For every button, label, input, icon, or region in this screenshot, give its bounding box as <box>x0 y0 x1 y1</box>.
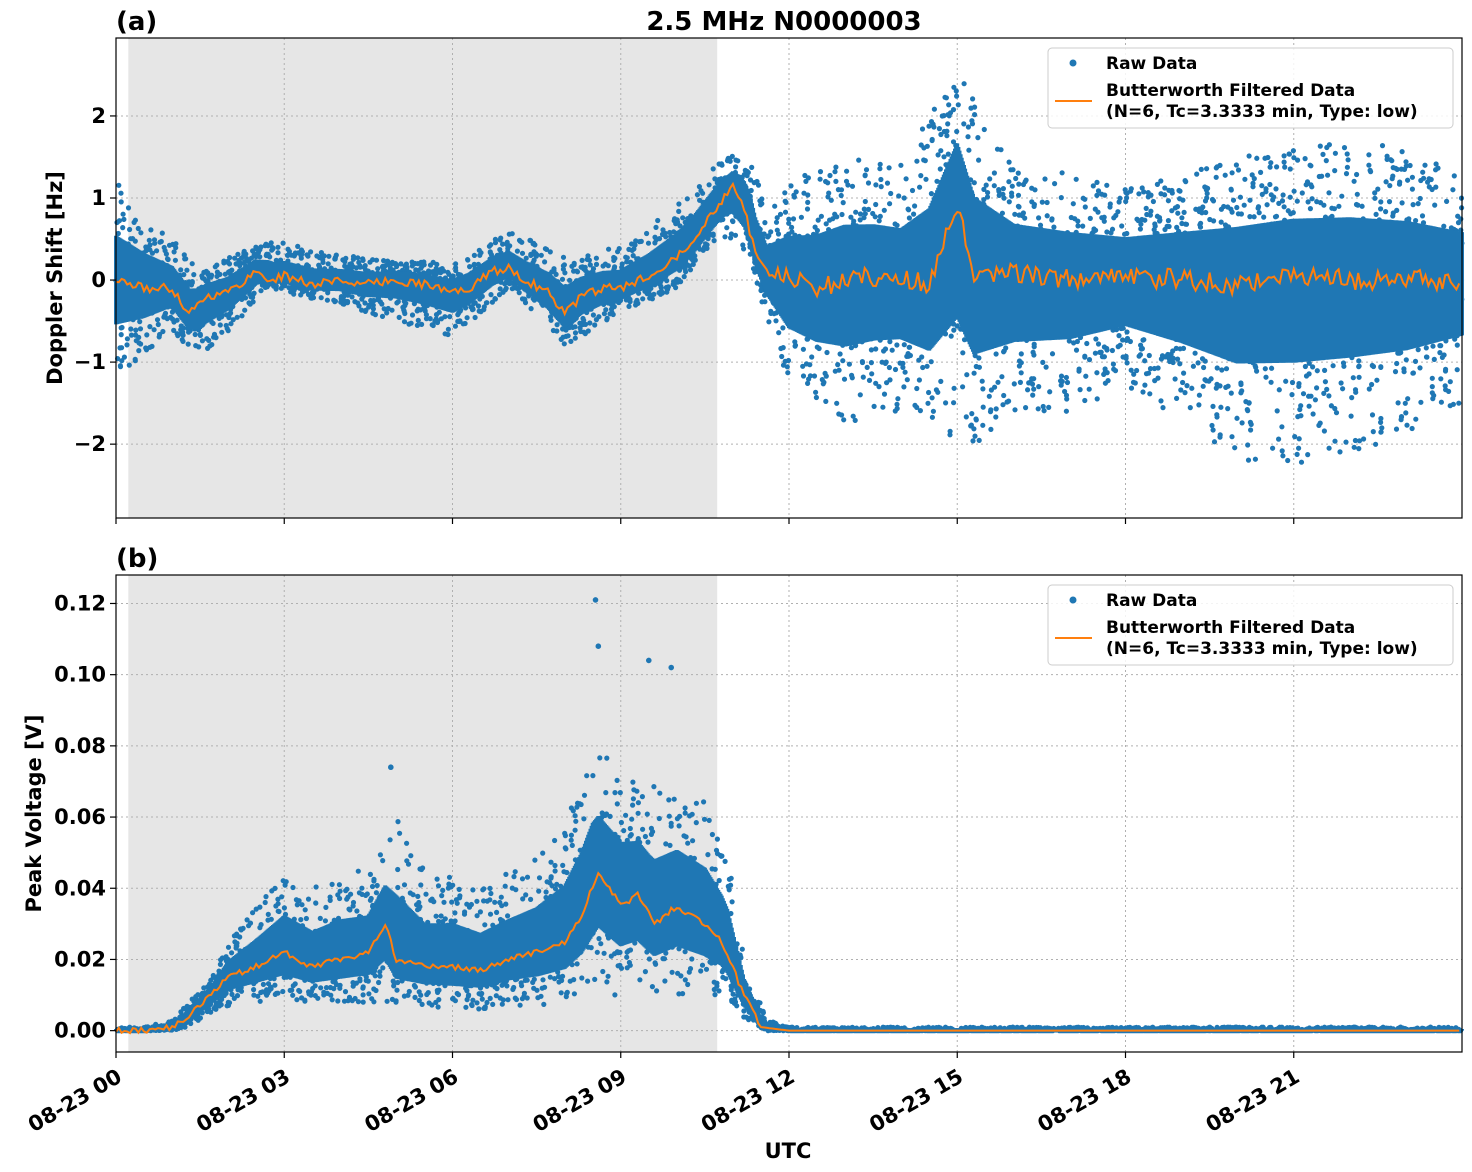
panel-b-filtered-line <box>115 871 1460 1035</box>
x-tick-label: 08-23 00 <box>24 1064 126 1137</box>
x-tick-label: 08-23 15 <box>865 1064 967 1137</box>
raw-data-peak-point <box>592 597 599 603</box>
y-tick-label: 0.10 <box>54 663 106 687</box>
x-tick-label: 08-23 03 <box>192 1064 294 1137</box>
panel-a-legend-filtered-label-2: (N=6, Tc=3.3333 min, Type: low) <box>1106 102 1418 122</box>
panel-a-ylabel: Doppler Shift [Hz] <box>43 171 67 385</box>
y-tick-label: 1 <box>91 186 106 210</box>
panel-a-legend: Raw Data Butterworth Filtered Data (N=6,… <box>1047 47 1454 129</box>
x-tick-label: 08-23 09 <box>529 1064 631 1137</box>
raw-data-peak-point <box>595 643 602 649</box>
panel-b-legend-raw-label: Raw Data <box>1106 591 1197 611</box>
panel-b-legend: Raw Data Butterworth Filtered Data (N=6,… <box>1047 584 1454 666</box>
y-tick-label: −1 <box>74 350 106 374</box>
y-tick-label: 0.00 <box>54 1019 106 1043</box>
y-tick-label: 0.06 <box>54 805 106 829</box>
panel-a-legend-raw-marker <box>1069 59 1077 67</box>
y-tick-label: 0.08 <box>54 734 106 758</box>
raw-data-peak-point <box>388 764 394 771</box>
panel-b-legend-raw-marker <box>1069 596 1077 604</box>
x-tick-label: 08-23 21 <box>1202 1064 1304 1137</box>
x-axis-label: UTC <box>765 1139 812 1163</box>
panel-a: (a) 2 1 0 −1 −2 Doppler Shift [Hz] Raw Data … <box>43 7 1465 524</box>
raw-data-peak-point <box>668 664 675 671</box>
panel-b-label: (b) <box>116 544 158 574</box>
y-tick-label: 0.04 <box>54 876 106 900</box>
panel-a-filtered-line <box>115 181 1461 317</box>
panel-b-legend-box <box>1047 584 1454 666</box>
x-tick-label: 08-23 18 <box>1034 1064 1136 1137</box>
figure-title: 2.5 MHz N0000003 <box>646 7 921 37</box>
panel-a-legend-filtered-label-1: Butterworth Filtered Data <box>1106 81 1355 101</box>
panel-b-legend-filtered-label-1: Butterworth Filtered Data <box>1106 618 1355 638</box>
y-tick-label: 0.12 <box>54 591 106 615</box>
x-tick-label: 08-23 12 <box>697 1064 799 1137</box>
panel-a-label: (a) <box>116 7 157 37</box>
y-tick-label: 0.02 <box>54 947 106 971</box>
panel-b: (b) 0.12 0.10 0.08 0.06 0.04 0.02 0.00 08-23 00… <box>22 544 1464 1137</box>
y-tick-label: −2 <box>74 432 106 456</box>
y-tick-label: 2 <box>91 104 106 128</box>
y-tick-label: 0 <box>91 268 106 292</box>
panel-a-legend-raw-label: Raw Data <box>1106 54 1197 74</box>
panel-a-ticks: 2 1 0 −1 −2 <box>74 104 1295 524</box>
panel-b-legend-filtered-label-2: (N=6, Tc=3.3333 min, Type: low) <box>1106 639 1418 659</box>
x-tick-label: 08-23 06 <box>361 1064 463 1137</box>
panel-b-ylabel: Peak Voltage [V] <box>22 714 46 912</box>
panel-a-legend-box <box>1047 47 1454 129</box>
raw-data-peak-point <box>645 657 652 664</box>
